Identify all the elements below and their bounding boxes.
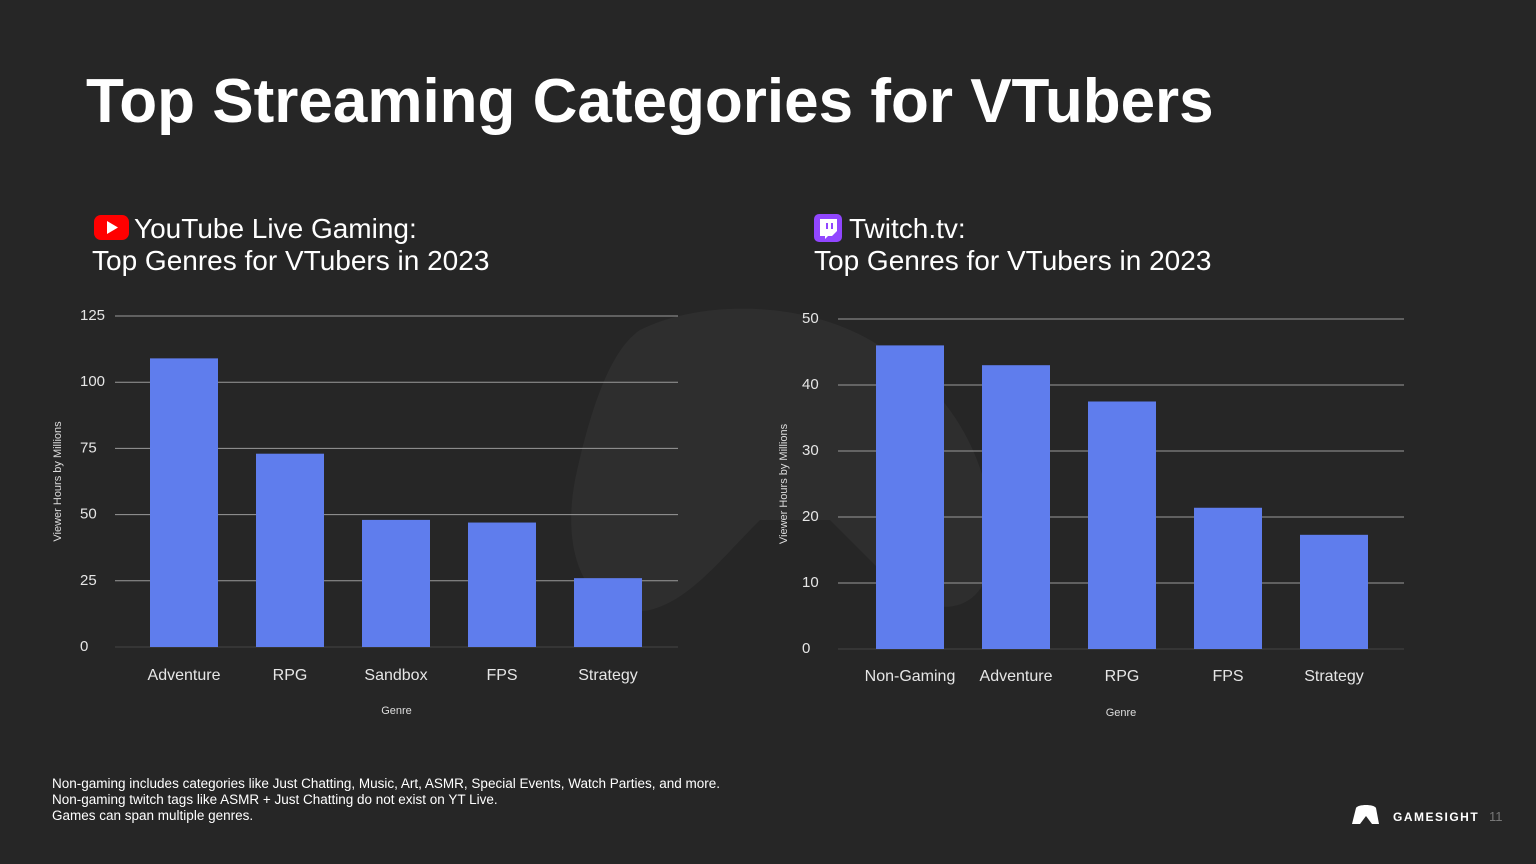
y-tick-label: 30 — [802, 442, 819, 459]
brand-name: GAMESIGHT — [1393, 810, 1479, 824]
y-tick-label: 75 — [80, 439, 97, 456]
chart-subtitle: Top Genres for VTubers in 2023 — [814, 245, 1211, 276]
bar — [1194, 507, 1262, 649]
x-tick-label: Non-Gaming — [865, 668, 956, 685]
y-tick-label: 50 — [80, 506, 97, 523]
bar — [256, 453, 324, 647]
twitch-icon — [814, 214, 842, 242]
x-tick-label: Sandbox — [364, 667, 427, 684]
bar — [1300, 534, 1368, 649]
x-tick-label: Strategy — [1304, 668, 1364, 685]
slide-title: Top Streaming Categories for VTubers — [86, 67, 1214, 136]
footnote: Non-gaming includes categories like Just… — [52, 776, 720, 791]
x-tick-label: Strategy — [578, 667, 638, 684]
page-number: 11 — [1489, 809, 1503, 824]
x-axis-title: Genre — [381, 705, 412, 717]
bar — [362, 519, 430, 647]
x-tick-label: FPS — [486, 667, 517, 684]
y-tick-label: 50 — [802, 310, 819, 327]
brand-logo — [1352, 805, 1379, 824]
bar — [982, 365, 1050, 649]
bar — [468, 522, 536, 647]
chart-title: YouTube Live Gaming: — [134, 213, 417, 244]
x-tick-label: Adventure — [148, 667, 221, 684]
x-tick-label: Adventure — [980, 668, 1053, 685]
x-tick-label: FPS — [1212, 668, 1243, 685]
y-tick-label: 125 — [80, 307, 105, 324]
x-tick-label: RPG — [1105, 668, 1140, 685]
footnote: Games can span multiple genres. — [52, 808, 253, 823]
bar — [876, 345, 944, 649]
y-tick-label: 25 — [80, 572, 97, 589]
bar — [150, 358, 218, 647]
y-axis-title: Viewer Hours by Millions — [52, 421, 64, 542]
y-tick-label: 20 — [802, 508, 819, 525]
y-tick-label: 40 — [802, 376, 819, 393]
y-tick-label: 100 — [80, 373, 105, 390]
chart-title: Twitch.tv: — [849, 213, 966, 244]
y-tick-label: 0 — [802, 640, 810, 657]
bar — [574, 578, 642, 647]
youtube-icon — [94, 215, 129, 240]
y-tick-label: 0 — [80, 638, 88, 655]
bar — [1088, 401, 1156, 649]
x-axis-title: Genre — [1106, 707, 1137, 719]
y-tick-label: 10 — [802, 574, 819, 591]
y-axis-title: Viewer Hours by Millions — [778, 423, 790, 544]
chart-subtitle: Top Genres for VTubers in 2023 — [92, 245, 489, 276]
x-tick-label: RPG — [273, 667, 308, 684]
footnote: Non-gaming twitch tags like ASMR + Just … — [52, 792, 498, 807]
